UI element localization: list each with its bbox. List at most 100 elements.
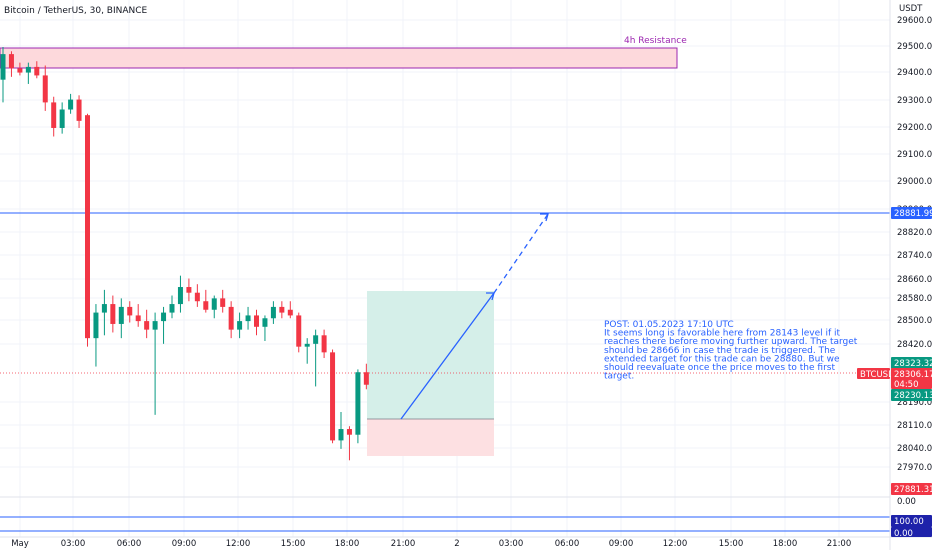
candle[interactable] xyxy=(0,47,6,103)
note-line: reaches there before moving further upwa… xyxy=(604,337,858,347)
candle[interactable] xyxy=(169,295,175,319)
candle-body xyxy=(228,306,234,330)
candle[interactable] xyxy=(161,306,167,344)
badge-price-28230[interactable]: 28230.13 xyxy=(891,389,932,401)
note-line: should reevaluate once the price moves t… xyxy=(604,363,835,373)
time-tick-label: 18:00 xyxy=(773,539,798,549)
candle[interactable] xyxy=(203,289,209,313)
candle[interactable] xyxy=(262,315,268,341)
projection-arrow[interactable] xyxy=(400,292,495,420)
candle-body xyxy=(17,68,23,73)
candle-body xyxy=(42,75,48,103)
zones: 4h Resistance xyxy=(0,36,687,456)
resistance-label: 4h Resistance xyxy=(624,36,687,46)
candle[interactable] xyxy=(363,363,369,390)
horizontal-lines xyxy=(0,212,890,532)
resistance-zone[interactable] xyxy=(0,47,678,69)
badge-price-27881[interactable]: 27881.31 xyxy=(891,483,932,495)
badge-level-28881-text: 28881.99 xyxy=(894,209,932,219)
price-axis[interactable]: 29600.00 29500.00 29400.00 29300.00 29200.00… xyxy=(897,16,932,473)
price-tick-label: 28740.00 xyxy=(897,251,932,261)
candle[interactable] xyxy=(186,278,192,302)
candle-body xyxy=(270,306,276,319)
price-tick-label: 28420.00 xyxy=(897,340,932,350)
candle[interactable] xyxy=(330,349,336,444)
time-tick-label: 15:00 xyxy=(719,539,744,549)
candle[interactable] xyxy=(254,309,259,336)
price-tick-label: 27970.00 xyxy=(897,463,932,473)
candle-body xyxy=(25,66,31,73)
candle[interactable] xyxy=(135,304,141,327)
note-line: should be 28666 in case the trade is tri… xyxy=(604,346,836,356)
candle-body xyxy=(338,429,344,441)
candle[interactable] xyxy=(93,304,99,367)
candle-body xyxy=(355,372,361,435)
candle[interactable] xyxy=(296,312,302,353)
price-tick-label: 28110.00 xyxy=(897,421,932,431)
price-tick-label: 28040.00 xyxy=(897,444,932,454)
candle[interactable] xyxy=(228,301,234,339)
candle[interactable] xyxy=(321,329,327,359)
candle[interactable] xyxy=(211,295,217,319)
badge-price-28323[interactable]: 28323.32 xyxy=(891,357,932,369)
candle[interactable] xyxy=(110,295,116,333)
price-tick-label: 29000.00 xyxy=(897,177,932,187)
candle[interactable] xyxy=(101,289,107,336)
badge-level-28881[interactable]: 28881.99 xyxy=(891,207,932,219)
candle[interactable] xyxy=(287,301,293,319)
price-tick-label: 29500.00 xyxy=(897,42,932,52)
candle[interactable] xyxy=(76,95,82,128)
time-tick-label: 18:00 xyxy=(335,539,360,549)
chart-title: Bitcoin / TetherUS, 30, BINANCE xyxy=(4,6,148,16)
candle[interactable] xyxy=(313,329,319,387)
candle[interactable] xyxy=(51,96,57,137)
time-tick-label: 03:00 xyxy=(61,539,86,549)
badge-symbol[interactable]: BTCUSDT xyxy=(857,368,901,380)
candle-body xyxy=(68,99,74,110)
candle[interactable] xyxy=(177,275,183,313)
candle[interactable] xyxy=(270,301,276,324)
candle[interactable] xyxy=(68,93,74,114)
candle[interactable] xyxy=(237,312,243,339)
note-line: POST: 01.05.2023 17:10 UTC xyxy=(604,320,734,330)
time-tick-label: 12:00 xyxy=(226,539,251,549)
candle[interactable] xyxy=(85,113,90,347)
candle-body xyxy=(203,301,209,310)
candle[interactable] xyxy=(25,62,31,84)
candles xyxy=(0,47,369,461)
target-zone[interactable] xyxy=(367,291,494,419)
candle[interactable] xyxy=(34,61,40,79)
candle[interactable] xyxy=(220,289,226,313)
candle-body xyxy=(330,352,336,441)
candle[interactable] xyxy=(304,338,310,364)
price-tick-label: 29400.00 xyxy=(897,68,932,78)
candle[interactable] xyxy=(17,62,23,76)
candle[interactable] xyxy=(279,301,285,319)
badge-price-28230-text: 28230.13 xyxy=(894,391,932,401)
candle[interactable] xyxy=(346,426,352,461)
candle-body xyxy=(118,306,124,324)
badge-indicator-100[interactable]: 100.00 xyxy=(891,515,932,527)
price-tick-label: 28190.00 xyxy=(897,398,932,408)
badge-indicator-0[interactable]: 0.00 xyxy=(891,527,932,539)
candle[interactable] xyxy=(355,369,361,444)
candle[interactable] xyxy=(127,301,133,323)
candle[interactable] xyxy=(338,412,344,449)
candle[interactable] xyxy=(152,312,158,415)
candle[interactable] xyxy=(245,306,251,330)
candle[interactable] xyxy=(118,298,124,339)
price-tick-label: 29100.00 xyxy=(897,150,932,160)
extended-projection-arrow[interactable] xyxy=(493,213,549,294)
candle[interactable] xyxy=(194,284,200,307)
candle-body xyxy=(161,312,167,322)
time-axis[interactable]: May 03:00 06:00 09:00 12:00 15:00 18:00 21:00 2 0… xyxy=(11,539,851,549)
candle[interactable] xyxy=(144,309,150,339)
candle[interactable] xyxy=(8,51,14,77)
candle[interactable] xyxy=(59,102,65,134)
stop-zone[interactable] xyxy=(367,419,494,456)
candle[interactable] xyxy=(42,65,48,111)
